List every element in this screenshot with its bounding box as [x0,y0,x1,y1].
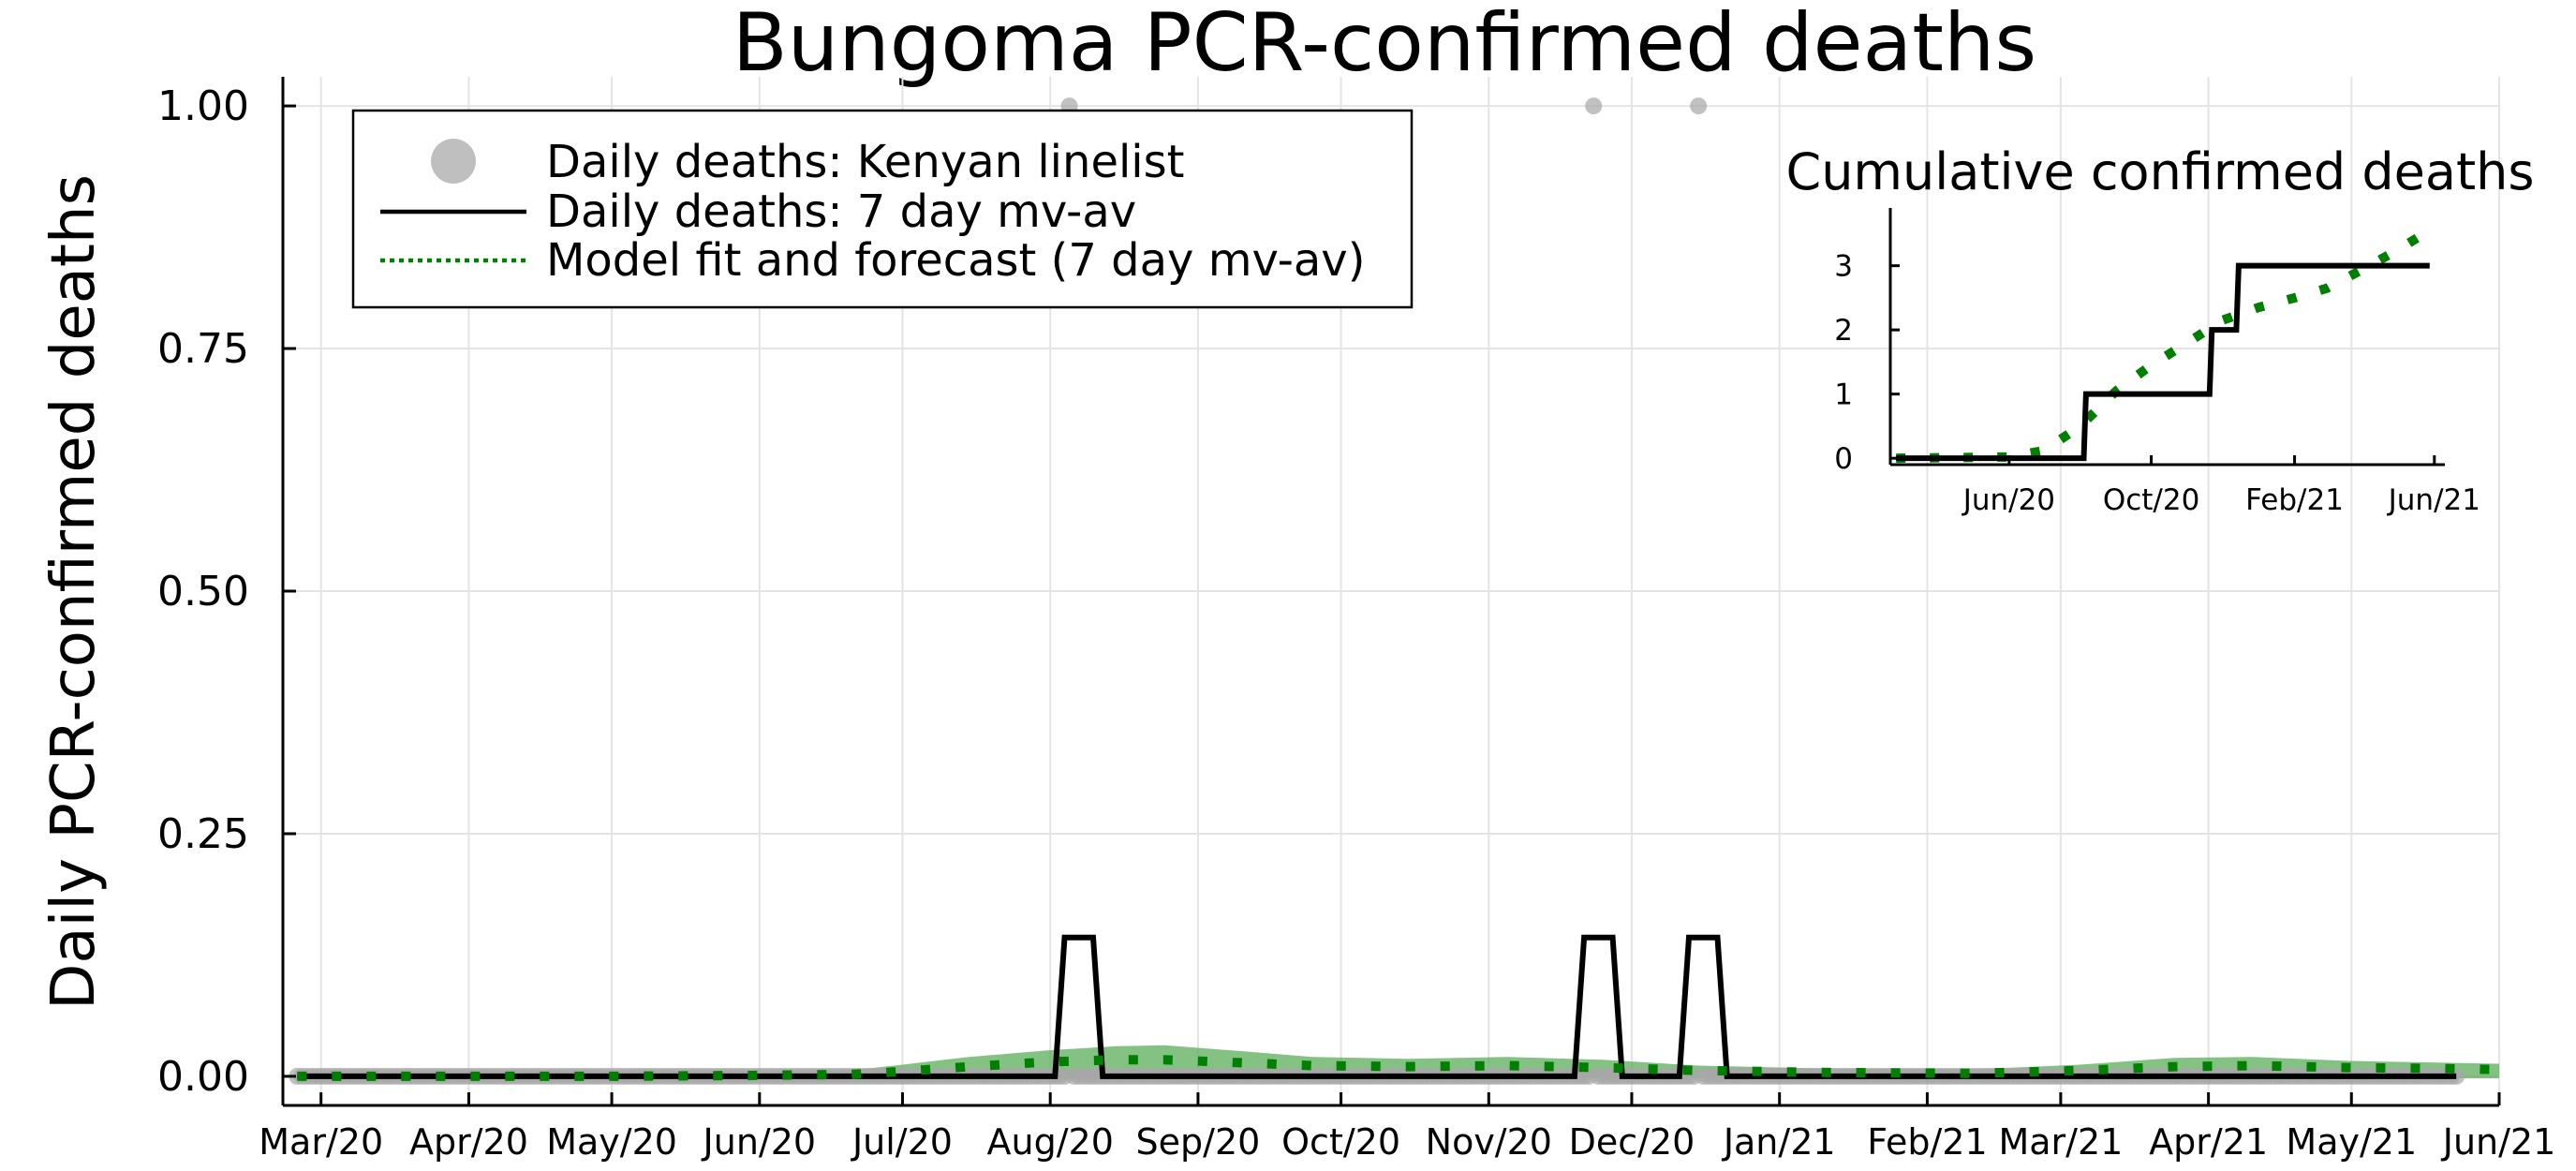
y-tick-label: 0.00 [157,1053,249,1101]
inset-x-tick-label: Jun/21 [2387,483,2480,517]
y-axis-label: Daily PCR-confirmed deaths [39,174,109,1010]
x-tick-label: Oct/20 [1281,1121,1400,1163]
inset-y-ticks: 0 1 2 3 [1834,250,1900,476]
x-tick-label: Mar/20 [259,1121,383,1163]
legend-label-linelist: Daily deaths: Kenyan linelist [546,136,1184,188]
x-axis-ticks: Mar/20 Apr/20 May/20 Jun/20 Jul/20 Aug/20 Sep/… [259,1092,2555,1163]
x-tick-label: Dec/20 [1569,1121,1695,1163]
x-tick-label: Apr/20 [409,1121,528,1163]
x-tick-label: Jul/20 [851,1121,953,1163]
legend-marker-linelist [431,139,476,184]
inset-cumulative-line [1896,262,2430,462]
legend-label-mvav: Daily deaths: 7 day mv-av [546,185,1136,238]
inset-cumulative-path [1896,262,2430,462]
inset-x-tick-label: Oct/20 [2103,483,2200,517]
daily-deaths-mvav-line [297,934,2457,1079]
legend-label-model: Model fit and forecast (7 day mv-av) [546,234,1365,287]
x-tick-label: Jun/21 [2441,1121,2556,1163]
model-fit-line [297,1055,2500,1081]
scatter-point [1585,97,1603,115]
model-line [297,1055,2500,1081]
inset-chart: Cumulative confirmed deaths Jun/20 Oct/20… [1786,142,2535,517]
x-tick-label: May/20 [546,1121,677,1163]
inset-x-tick-label: Feb/21 [2245,483,2344,517]
x-tick-label: Aug/20 [987,1121,1114,1163]
x-tick-label: Mar/21 [1998,1121,2123,1163]
x-tick-label: Jan/21 [1722,1121,1836,1163]
y-tick-label: 0.75 [157,325,249,373]
inset-y-tick-label: 2 [1834,314,1853,348]
y-tick-label: 1.00 [157,82,249,130]
scatter-point [1690,97,1708,115]
inset-title: Cumulative confirmed deaths [1786,142,2535,201]
inset-model-line [1896,223,2437,464]
inset-x-tick-label: Jun/20 [1962,483,2055,517]
x-tick-label: Sep/20 [1136,1121,1261,1163]
inset-model-path [1896,223,2437,464]
chart-title: Bungoma PCR-confirmed deaths [733,0,2037,90]
x-tick-label: Jun/20 [702,1121,817,1163]
inset-y-tick-label: 0 [1834,442,1853,476]
y-tick-label: 0.25 [157,810,249,858]
mvav-line [297,934,2457,1079]
x-tick-label: Feb/21 [1867,1121,1987,1163]
y-tick-label: 0.50 [157,568,249,615]
y-axis-ticks: 0.00 0.25 0.50 0.75 1.00 [157,82,296,1101]
x-tick-label: Apr/21 [2149,1121,2268,1163]
inset-axes [1888,208,2445,467]
inset-y-tick-label: 3 [1834,250,1853,284]
x-tick-label: Nov/20 [1426,1121,1552,1163]
legend-box [351,109,1414,309]
inset-x-ticks: Jun/20 Oct/20 Feb/21 Jun/21 [1962,455,2480,517]
x-tick-label: May/21 [2286,1121,2417,1163]
inset-y-tick-label: 1 [1834,378,1853,412]
legend: Daily deaths: Kenyan linelist Daily deat… [351,109,1414,309]
